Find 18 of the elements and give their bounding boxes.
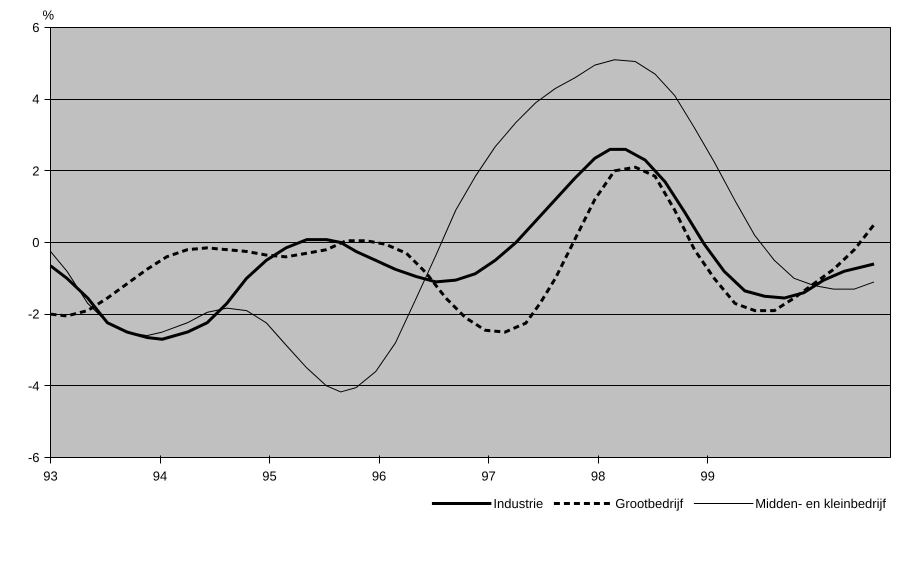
y-tick-label: 6: [32, 20, 40, 35]
legend-label: Grootbedrijf: [615, 496, 684, 510]
x-tick-label: 98: [590, 468, 606, 484]
y-tick-label: -6: [28, 450, 40, 465]
y-axis-title: %: [42, 8, 54, 22]
y-tick-label: -2: [28, 306, 40, 322]
x-tick-label: 93: [43, 468, 58, 484]
y-tick-label: 0: [32, 235, 40, 250]
y-tick-label: 2: [32, 163, 40, 178]
y-tick-label: 4: [32, 92, 40, 107]
x-tick-label: 95: [262, 468, 277, 484]
legend-label: Midden- en kleinbedrijf: [755, 496, 886, 510]
x-tick-label: 97: [481, 468, 496, 484]
x-tick-label: 99: [700, 468, 715, 484]
x-tick-label: 96: [372, 468, 386, 484]
x-tick-label: 94: [152, 468, 168, 484]
legend-label: Industrie: [493, 496, 544, 510]
y-tick-label: -4: [28, 378, 40, 394]
